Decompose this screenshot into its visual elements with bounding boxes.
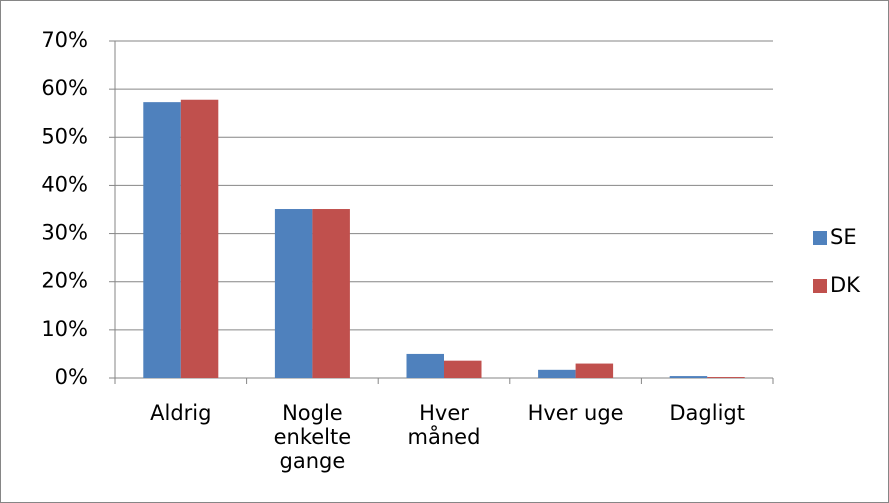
y-tick-label: 70% (41, 28, 88, 52)
bar (538, 369, 576, 378)
y-tick-label: 40% (41, 172, 88, 196)
x-tick-label-line: Nogle (282, 401, 343, 425)
x-tick-label-line: Hver (419, 401, 469, 425)
bar (143, 102, 181, 379)
x-tick-label: Nogle enkelte gange (274, 401, 352, 473)
x-tick-label-line: Dagligt (669, 401, 745, 425)
y-tick-label: 50% (41, 124, 88, 148)
bar (669, 376, 708, 378)
bar (406, 353, 444, 378)
x-tick-label: Hver måned (408, 401, 481, 449)
legend-swatch (813, 279, 827, 293)
bar (444, 360, 482, 378)
bar (312, 209, 350, 378)
legend-label: DK (830, 273, 861, 297)
legend-label: SE (830, 225, 857, 249)
bar (180, 99, 219, 378)
y-tick-label: 0% (55, 365, 88, 389)
legend-swatch (813, 231, 827, 245)
x-tick-label-line: enkelte (274, 425, 352, 449)
x-tick-label: Dagligt (669, 401, 745, 425)
y-tick-label: 10% (41, 317, 88, 341)
x-tick-label-line: gange (280, 449, 346, 473)
y-tick-label: 20% (41, 269, 88, 293)
x-tick-label-line: Aldrig (150, 401, 211, 425)
x-tick-label-line: måned (408, 424, 481, 449)
x-tick-label-line: Hver uge (528, 401, 624, 425)
bar (274, 209, 313, 378)
x-tick-label: Hver uge (528, 401, 624, 425)
y-tick-label: 60% (41, 76, 88, 100)
bar (707, 377, 745, 378)
x-tick-label: Aldrig (150, 401, 211, 425)
y-tick-label: 30% (41, 221, 88, 245)
bar (575, 363, 614, 378)
